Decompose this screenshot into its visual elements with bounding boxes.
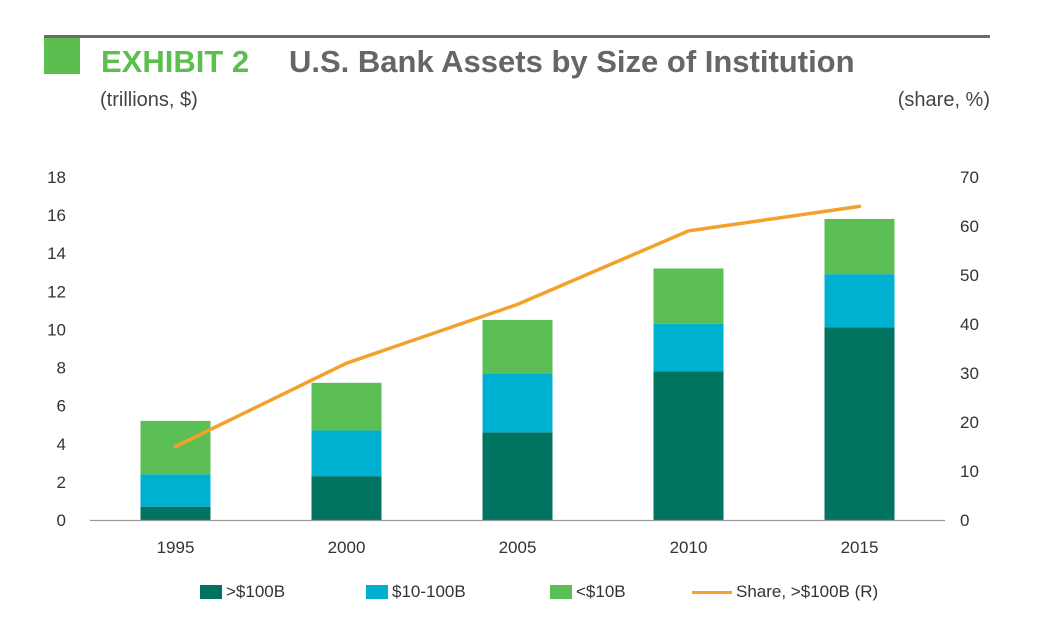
legend-item-small: <$10B	[550, 578, 626, 606]
y-left-tick-label: 16	[47, 206, 66, 225]
bar-segment-mid	[140, 474, 211, 507]
bar-segment-mid	[824, 274, 895, 328]
y-left-tick-label: 18	[47, 168, 66, 187]
y-left-tick-label: 0	[57, 511, 66, 530]
bar-segment-small	[653, 268, 724, 324]
y-left-tick-label: 6	[57, 397, 66, 416]
y-right-tick-label: 40	[960, 315, 979, 334]
y-right-tick-label: 60	[960, 217, 979, 236]
legend-label-share: Share, >$100B (R)	[736, 582, 879, 601]
y-left-tick-label: 8	[57, 359, 66, 378]
y-left-tick-label: 2	[57, 473, 66, 492]
bar-segment-large	[653, 371, 724, 520]
y-left-tick-label: 10	[47, 320, 66, 339]
bar-segment-mid	[482, 373, 553, 433]
y-left-tick-label: 14	[47, 244, 66, 263]
y-right-tick-label: 20	[960, 413, 979, 432]
bar-segment-mid	[653, 323, 724, 372]
legend-swatch-mid	[366, 585, 388, 599]
exhibit-marker	[44, 38, 80, 74]
bar-segment-large	[311, 476, 382, 520]
bar-segment-large	[140, 506, 211, 520]
legend-swatch-share-line	[692, 590, 732, 594]
legend-item-share: Share, >$100B (R)	[692, 578, 878, 606]
share-line	[173, 204, 862, 449]
legend-label-mid: $10-100B	[392, 582, 466, 601]
legend-item-large: >$100B	[200, 578, 285, 606]
bar-segment-small	[824, 218, 895, 275]
y-left-tick-label: 4	[57, 435, 66, 454]
chart-title: U.S. Bank Assets by Size of Institution	[289, 44, 855, 79]
y-left-tick-label: 12	[47, 282, 66, 301]
legend-item-mid: $10-100B	[366, 578, 466, 606]
x-tick-label: 2000	[328, 538, 366, 557]
y-right-tick-label: 0	[960, 511, 969, 530]
y-right-tick-label: 70	[960, 168, 979, 187]
x-tick-label: 2010	[670, 538, 708, 557]
right-axis-unit: (share, %)	[897, 89, 990, 111]
y-right-tick-label: 30	[960, 364, 979, 383]
x-tick-label: 2015	[841, 538, 879, 557]
y-right-tick-label: 10	[960, 462, 979, 481]
legend-label-small: <$10B	[576, 582, 626, 601]
legend-label-large: >$100B	[226, 582, 286, 601]
legend-swatch-small	[550, 585, 572, 599]
x-tick-label: 1995	[157, 538, 195, 557]
legend-swatch-large	[200, 585, 222, 599]
bar-segment-mid	[311, 430, 382, 477]
exhibit-label: EXHIBIT 2	[101, 44, 250, 79]
bar-segment-large	[824, 327, 895, 520]
x-tick-label: 2005	[499, 538, 537, 557]
bar-segment-small	[311, 382, 382, 431]
bar-segment-small	[482, 319, 553, 374]
left-axis-unit: (trillions, $)	[100, 89, 198, 111]
header-rule	[44, 35, 990, 38]
y-right-tick-label: 50	[960, 266, 979, 285]
bar-segment-large	[482, 432, 553, 520]
legend: >$100B $10-100B <$10B Share, >$100B (R)	[0, 578, 1042, 606]
